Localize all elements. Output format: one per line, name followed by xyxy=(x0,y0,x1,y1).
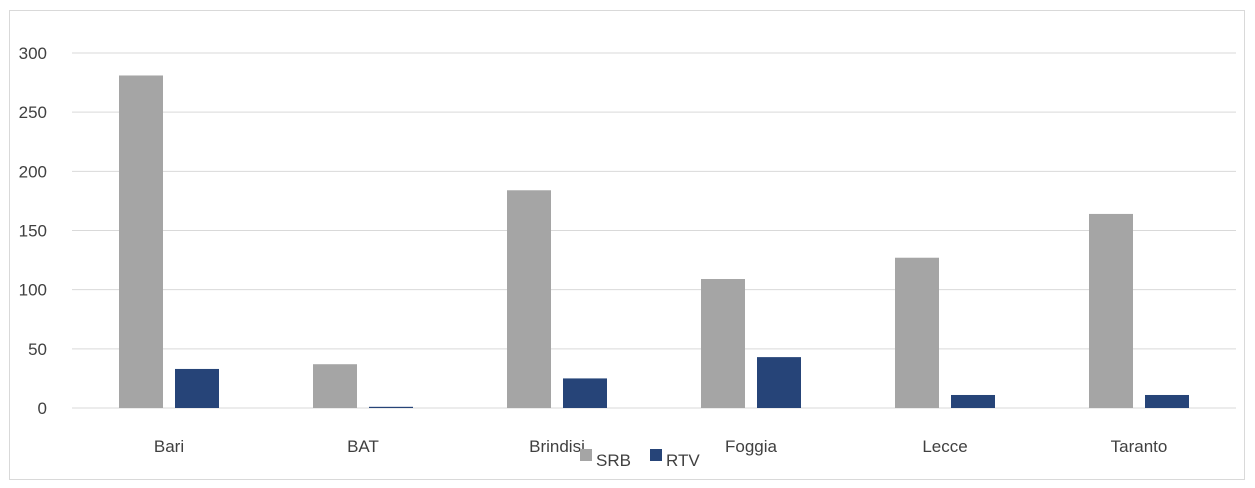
bar-rtv-foggia xyxy=(757,357,801,408)
y-tick-label: 0 xyxy=(38,399,47,418)
bar-srb-bat xyxy=(313,364,357,408)
legend: SRB RTV xyxy=(580,449,700,470)
bar-srb-lecce xyxy=(895,257,939,408)
bars xyxy=(119,75,1189,408)
bar-rtv-bari xyxy=(175,368,219,408)
x-tick-label: Lecce xyxy=(922,437,967,456)
bar-srb-brindisi xyxy=(507,190,551,408)
legend-swatch-srb xyxy=(580,449,592,461)
gridlines xyxy=(72,52,1236,409)
bar-srb-foggia xyxy=(701,279,745,408)
x-axis-ticks: Bari BAT Brindisi Foggia Lecce Taranto xyxy=(154,437,1167,456)
x-tick-label: Taranto xyxy=(1111,437,1168,456)
bar-rtv-brindisi xyxy=(563,378,607,408)
y-tick-label: 100 xyxy=(19,281,47,300)
y-tick-label: 250 xyxy=(19,103,47,122)
y-axis-ticks: 0 50 100 150 200 250 300 xyxy=(19,44,47,418)
y-tick-label: 300 xyxy=(19,44,47,63)
legend-swatch-rtv xyxy=(650,449,662,461)
legend-label-rtv: RTV xyxy=(666,451,700,470)
bar-srb-taranto xyxy=(1089,213,1133,408)
y-tick-label: 200 xyxy=(19,162,47,181)
legend-label-srb: SRB xyxy=(596,451,631,470)
x-tick-label: Bari xyxy=(154,437,184,456)
bar-rtv-taranto xyxy=(1145,394,1189,408)
x-tick-label: BAT xyxy=(347,437,379,456)
bar-rtv-bat xyxy=(369,406,413,408)
y-tick-label: 50 xyxy=(28,340,47,359)
y-tick-label: 150 xyxy=(19,222,47,241)
bar-rtv-lecce xyxy=(951,394,995,408)
x-tick-label: Brindisi xyxy=(529,437,585,456)
x-tick-label: Foggia xyxy=(725,437,778,456)
bar-srb-bari xyxy=(119,75,163,408)
